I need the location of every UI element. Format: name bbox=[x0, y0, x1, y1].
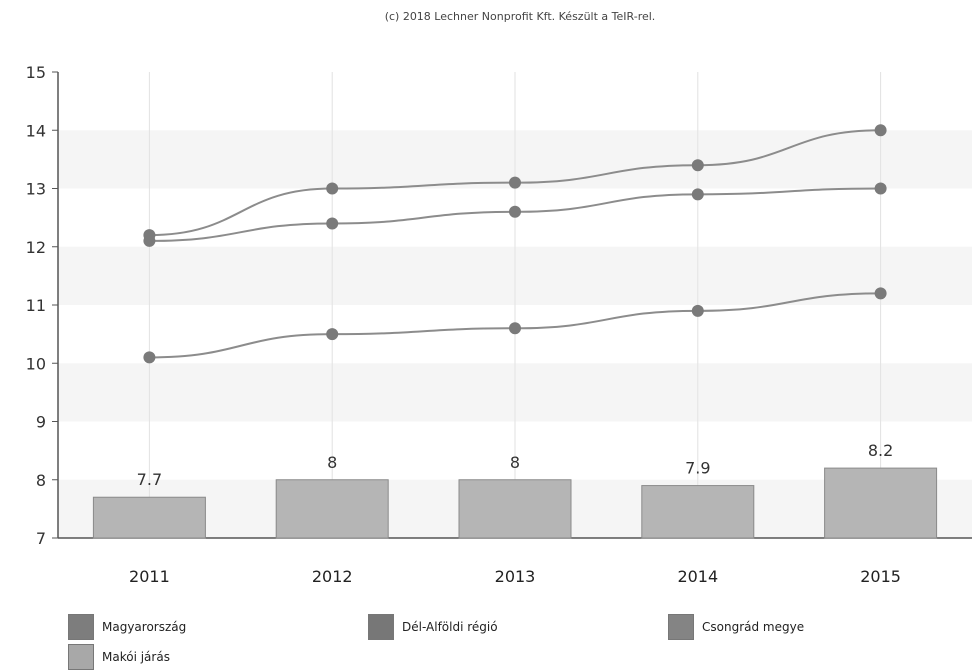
bar bbox=[824, 467, 938, 539]
bar-data-label: 7.9 bbox=[685, 459, 710, 478]
bar bbox=[92, 496, 206, 539]
bar-data-label: 8.2 bbox=[868, 441, 893, 460]
data-point bbox=[509, 322, 521, 335]
legend: Magyarország Dél-Alföldi régió Csongrád … bbox=[0, 606, 972, 670]
data-point bbox=[691, 188, 704, 201]
y-tick-label: 9 bbox=[36, 413, 46, 432]
y-tick-label: 13 bbox=[26, 180, 46, 199]
legend-swatch bbox=[68, 644, 94, 670]
data-point bbox=[691, 159, 704, 172]
data-point bbox=[509, 205, 521, 218]
y-tick-label: 14 bbox=[26, 121, 46, 140]
data-point bbox=[874, 287, 887, 300]
bar-data-label: 8 bbox=[510, 453, 520, 472]
bar-data-label: 7.7 bbox=[137, 470, 162, 489]
legend-item-makoi-jaras[interactable]: Makói járás bbox=[68, 644, 170, 670]
data-point bbox=[326, 217, 339, 230]
legend-label: Magyarország bbox=[102, 620, 187, 634]
legend-swatch bbox=[668, 614, 694, 640]
bar-data-labels: 7.7 8 8 7.9 8.2 bbox=[137, 441, 894, 489]
x-tick-label: 2013 bbox=[495, 567, 536, 586]
chart-credit: (c) 2018 Lechner Nonprofit Kft. Készült … bbox=[384, 10, 656, 23]
legend-item-del-alfoldi-regio[interactable]: Dél-Alföldi régió bbox=[368, 614, 498, 640]
x-tick-label: 2014 bbox=[677, 567, 718, 586]
line-points bbox=[143, 124, 887, 364]
data-point bbox=[326, 182, 339, 195]
y-tick-label: 11 bbox=[26, 296, 46, 315]
x-tick-label: 2015 bbox=[860, 567, 901, 586]
data-point bbox=[326, 328, 339, 341]
legend-swatch bbox=[368, 614, 394, 640]
legend-item-magyarorszag[interactable]: Magyarország bbox=[68, 614, 186, 640]
legend-label: Makói járás bbox=[102, 650, 170, 664]
data-point bbox=[691, 304, 704, 317]
legend-item-csongrad-megye[interactable]: Csongrád megye bbox=[668, 614, 804, 640]
legend-label: Csongrád megye bbox=[702, 620, 805, 634]
bar bbox=[275, 479, 389, 539]
y-tick-label: 15 bbox=[26, 63, 46, 82]
bar-series bbox=[92, 467, 938, 539]
data-point bbox=[874, 182, 887, 195]
y-tick-label: 12 bbox=[26, 238, 46, 257]
grid-lines bbox=[148, 72, 882, 538]
data-point bbox=[143, 229, 156, 242]
y-tick-label: 7 bbox=[36, 529, 46, 548]
y-tick-labels: 7 8 9 10 11 12 13 14 15 bbox=[26, 63, 46, 548]
y-tick-label: 8 bbox=[36, 471, 46, 490]
y-tick-label: 10 bbox=[26, 354, 46, 373]
chart-area: 7 8 9 10 11 12 13 14 15 2011 2012 2013 2014 2015 7.7… bbox=[26, 63, 972, 586]
x-tick-label: 2012 bbox=[312, 567, 353, 586]
data-point bbox=[874, 124, 887, 137]
data-point bbox=[143, 351, 156, 364]
legend-label: Dél-Alföldi régió bbox=[402, 620, 498, 634]
x-tick-label: 2011 bbox=[129, 567, 170, 586]
legend-swatch bbox=[68, 614, 94, 640]
x-tick-labels: 2011 2012 2013 2014 2015 bbox=[129, 567, 901, 586]
bar-data-label: 8 bbox=[327, 453, 337, 472]
data-point bbox=[509, 176, 521, 189]
bar bbox=[458, 479, 572, 539]
bar bbox=[641, 485, 755, 539]
